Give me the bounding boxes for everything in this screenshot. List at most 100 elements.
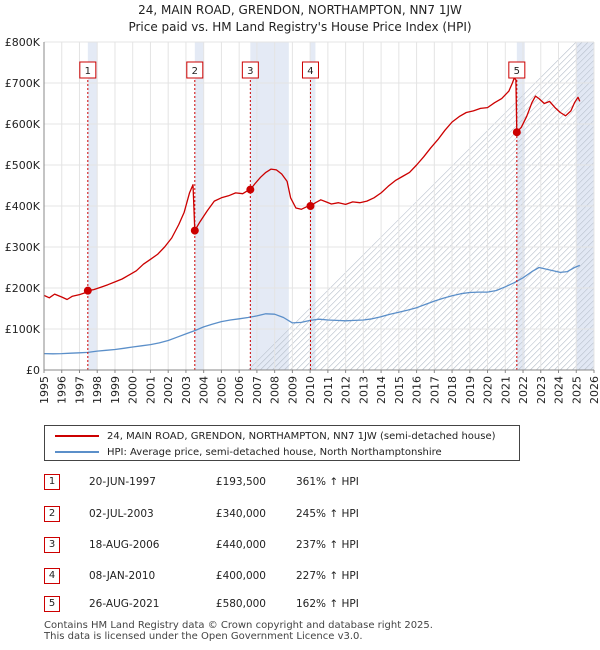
- legend-item-property: 24, MAIN ROAD, GRENDON, NORTHAMPTON, NN7…: [55, 428, 496, 444]
- chart-subtitle: Price paid vs. HM Land Registry's House …: [128, 20, 471, 34]
- x-tick-label: 2007: [251, 376, 264, 404]
- sale-hpi-change: 162% ↑ HPI: [296, 598, 359, 610]
- sale-date: 20-JUN-1997: [89, 476, 156, 488]
- x-tick-label: 2026: [588, 376, 600, 404]
- sale-date: 26-AUG-2021: [89, 598, 160, 610]
- forecast-hatch-line: [518, 287, 600, 371]
- x-tick-label: 2017: [428, 376, 441, 404]
- y-tick-label: £500K: [5, 159, 41, 172]
- x-tick-label: 2025: [570, 376, 583, 404]
- forecast-hatch-line: [524, 293, 600, 371]
- sale-price: £400,000: [215, 570, 266, 582]
- sale-marker-box: [241, 61, 259, 79]
- sale-marker-label: 2: [192, 66, 198, 77]
- footer-line-licence: This data is licensed under the Open Gov…: [44, 631, 363, 642]
- legend-label-property: 24, MAIN ROAD, GRENDON, NORTHAMPTON, NN7…: [107, 430, 496, 442]
- sale-row: 3 18-AUG-2006 £440,000 237% ↑ HPI: [44, 537, 464, 555]
- sale-number-badge: 2: [44, 506, 60, 522]
- y-tick-label: £800K: [5, 36, 41, 49]
- forecast-hatch-line: [452, 221, 600, 371]
- forecast-hatch-line: [512, 281, 600, 371]
- series-line-hpi: [43, 264, 581, 355]
- sale-date: 02-JUL-2003: [89, 508, 154, 520]
- x-tick-label: 1995: [38, 376, 51, 404]
- x-tick-label: 2024: [553, 376, 566, 404]
- forecast-hatch-line: [488, 257, 600, 371]
- sale-marker-point: [306, 202, 315, 210]
- x-tick-label: 1998: [91, 376, 104, 404]
- x-tick-label: 2008: [269, 376, 282, 404]
- forecast-hatch-line: [440, 209, 600, 371]
- forecast-hatch-line: [458, 227, 600, 371]
- x-tick-label: 2014: [375, 376, 388, 404]
- y-tick-label: £300K: [5, 241, 41, 254]
- x-tick-label: 2000: [127, 376, 140, 404]
- footer-attribution: Contains HM Land Registry data © Crown c…: [44, 620, 433, 642]
- sale-marker-box: [186, 61, 204, 79]
- sale-hpi-change: 227% ↑ HPI: [296, 570, 359, 582]
- sale-price: £580,000: [215, 598, 266, 610]
- sale-marker-label: 1: [85, 66, 91, 77]
- x-tick-label: 1999: [109, 376, 122, 404]
- x-tick-label: 2003: [180, 376, 193, 404]
- x-tick-label: 2015: [393, 376, 406, 404]
- sale-marker-point: [512, 128, 521, 137]
- y-tick-label: £0: [26, 364, 40, 377]
- y-tick-label: £400K: [5, 200, 41, 213]
- x-tick-label: 2006: [233, 376, 246, 404]
- x-tick-label: 1996: [56, 376, 69, 404]
- legend-label-hpi: HPI: Average price, semi-detached house,…: [107, 446, 442, 458]
- x-tick-label: 2012: [340, 376, 353, 404]
- sale-marker-label: 5: [514, 66, 520, 77]
- sale-date: 18-AUG-2006: [89, 539, 160, 551]
- chart-title: 24, MAIN ROAD, GRENDON, NORTHAMPTON, NN7…: [138, 3, 462, 17]
- x-tick-label: 1997: [73, 376, 86, 404]
- x-tick-label: 2011: [322, 376, 335, 404]
- sale-row: 1 20-JUN-1997 £193,500 361% ↑ HPI: [44, 474, 464, 492]
- x-tick-label: 2019: [464, 376, 477, 404]
- sale-hpi-change: 361% ↑ HPI: [296, 476, 359, 488]
- sale-hpi-change: 245% ↑ HPI: [296, 508, 359, 520]
- sale-date: 08-JAN-2010: [89, 570, 156, 582]
- sale-marker-point: [83, 286, 92, 295]
- sale-row: 2 02-JUL-2003 £340,000 245% ↑ HPI: [44, 506, 464, 524]
- right-mask: [594, 40, 600, 372]
- sale-marker-box: [301, 61, 319, 79]
- x-tick-label: 2013: [357, 376, 370, 404]
- sale-marker-box: [508, 61, 526, 79]
- forecast-hatch-line: [506, 275, 600, 371]
- sale-price: £193,500: [215, 476, 266, 488]
- x-tick-label: 2022: [517, 376, 530, 404]
- footer-line-copyright: Contains HM Land Registry data © Crown c…: [44, 620, 433, 631]
- legend-swatch-hpi: [55, 451, 99, 453]
- x-tick-label: 2010: [304, 376, 317, 404]
- price-chart: 24, MAIN ROAD, GRENDON, NORTHAMPTON, NN7…: [5, 3, 600, 404]
- x-tick-label: 2005: [215, 376, 228, 404]
- x-tick-label: 2020: [482, 376, 495, 404]
- forecast-hatch-line: [470, 239, 600, 371]
- legend-swatch-property: [55, 435, 99, 437]
- sale-marker-label: 3: [247, 66, 253, 77]
- sale-markers: 1 2 3 4 5: [79, 61, 526, 370]
- x-tick-label: 2009: [286, 376, 299, 404]
- sale-marker-point: [190, 226, 199, 235]
- sale-price: £440,000: [215, 539, 266, 551]
- forecast-hatch-line: [536, 305, 600, 371]
- x-tick-label: 2021: [499, 376, 512, 404]
- legend: 24, MAIN ROAD, GRENDON, NORTHAMPTON, NN7…: [44, 425, 520, 461]
- x-tick-label: 2004: [198, 376, 211, 404]
- sale-marker-label: 4: [307, 66, 313, 77]
- x-tick-label: 2001: [144, 376, 157, 404]
- axes: £0 £100K £200K £300K £400K £500K £600K £700K £80…: [5, 36, 600, 404]
- sale-row: 4 08-JAN-2010 £400,000 227% ↑ HPI: [44, 568, 464, 586]
- sale-number-badge: 5: [44, 596, 60, 612]
- y-tick-label: £200K: [5, 282, 41, 295]
- x-tick-label: 2002: [162, 376, 175, 404]
- forecast-hatch-line: [464, 233, 600, 371]
- sale-number-badge: 3: [44, 537, 60, 553]
- sale-marker-box: [79, 61, 97, 79]
- sale-row: 5 26-AUG-2021 £580,000 162% ↑ HPI: [44, 596, 464, 614]
- sale-number-badge: 1: [44, 474, 60, 490]
- forecast-hatch-line: [530, 299, 600, 371]
- sale-price: £340,000: [215, 508, 266, 520]
